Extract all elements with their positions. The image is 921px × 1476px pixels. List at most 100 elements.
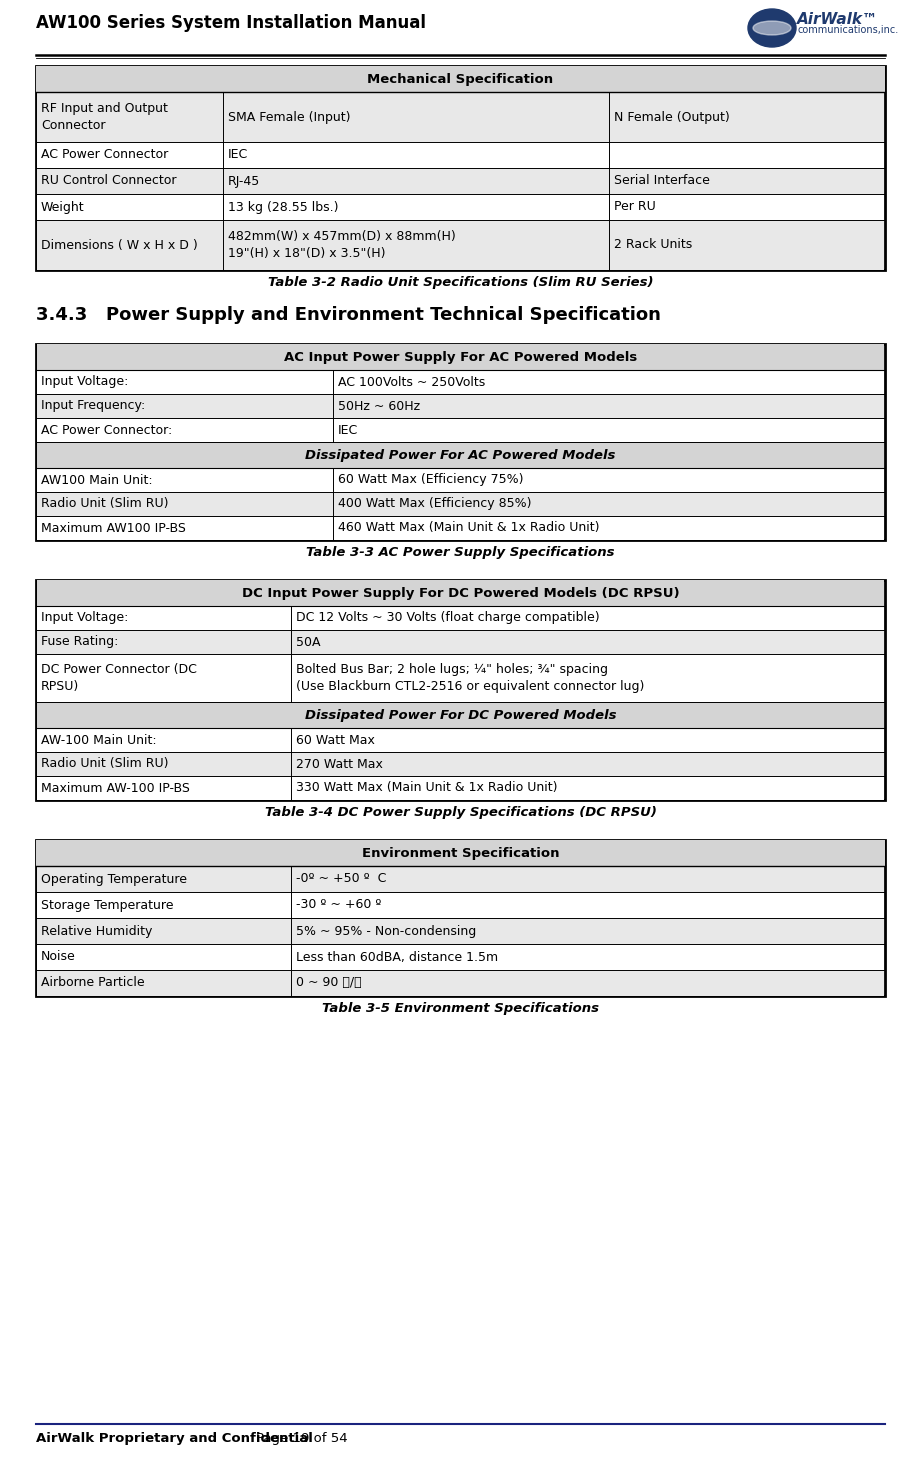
Text: DC Power Connector (DC
RPSU): DC Power Connector (DC RPSU)	[41, 663, 197, 692]
Text: Storage Temperature: Storage Temperature	[41, 899, 173, 912]
Text: DC 12 Volts ~ 30 Volts (float charge compatible): DC 12 Volts ~ 30 Volts (float charge com…	[296, 611, 600, 624]
Text: SMA Female (Input): SMA Female (Input)	[227, 111, 350, 124]
Text: 482mm(W) x 457mm(D) x 88mm(H)
19"(H) x 18"(D) x 3.5"(H): 482mm(W) x 457mm(D) x 88mm(H) 19"(H) x 1…	[227, 230, 456, 260]
Text: AC Input Power Supply For AC Powered Models: AC Input Power Supply For AC Powered Mod…	[284, 350, 637, 363]
Bar	[37, 703, 884, 728]
Bar	[37, 220, 884, 270]
Bar	[37, 517, 884, 540]
Text: Per RU: Per RU	[614, 201, 656, 214]
Text: IEC: IEC	[338, 424, 358, 437]
Text: AC 100Volts ~ 250Volts: AC 100Volts ~ 250Volts	[338, 375, 485, 388]
Bar	[37, 394, 884, 418]
Text: Airborne Particle: Airborne Particle	[41, 977, 145, 989]
Text: communications,inc.: communications,inc.	[797, 25, 898, 35]
Bar	[37, 441, 884, 468]
Bar	[36, 66, 885, 92]
Text: 50A: 50A	[296, 636, 321, 648]
Text: Operating Temperature: Operating Temperature	[41, 872, 187, 886]
Ellipse shape	[748, 9, 796, 47]
Text: AW100 Series System Installation Manual: AW100 Series System Installation Manual	[36, 13, 426, 32]
Text: 5% ~ 95% - Non-condensing: 5% ~ 95% - Non-condensing	[296, 924, 476, 937]
Text: Noise: Noise	[41, 951, 76, 964]
Bar	[37, 728, 884, 751]
Bar	[36, 344, 885, 540]
Bar	[37, 193, 884, 220]
Text: Table 3-2 Radio Unit Specifications (Slim RU Series): Table 3-2 Radio Unit Specifications (Sli…	[268, 276, 653, 289]
Text: 3.4.3   Power Supply and Environment Technical Specification: 3.4.3 Power Supply and Environment Techn…	[36, 306, 661, 325]
Bar	[37, 945, 884, 970]
Bar	[37, 168, 884, 193]
Text: Environment Specification: Environment Specification	[362, 847, 559, 859]
Bar	[37, 892, 884, 918]
Text: Bolted Bus Bar; 2 hole lugs; ¼" holes; ¾" spacing
(Use Blackburn CTL2-2516 or eq: Bolted Bus Bar; 2 hole lugs; ¼" holes; ¾…	[296, 663, 644, 692]
Text: Serial Interface: Serial Interface	[614, 174, 710, 187]
Bar	[37, 654, 884, 703]
Text: Table 3-3 AC Power Supply Specifications: Table 3-3 AC Power Supply Specifications	[307, 546, 614, 559]
Bar	[38, 582, 883, 799]
Bar	[37, 751, 884, 776]
Bar	[37, 344, 884, 370]
Text: Maximum AW-100 IP-BS: Maximum AW-100 IP-BS	[41, 781, 190, 794]
Text: Radio Unit (Slim RU): Radio Unit (Slim RU)	[41, 497, 169, 511]
Bar	[37, 418, 884, 441]
Bar	[37, 142, 884, 168]
Text: AC Power Connector: AC Power Connector	[41, 149, 169, 161]
Bar	[37, 468, 884, 492]
Text: AC Power Connector:: AC Power Connector:	[41, 424, 172, 437]
Text: Input Voltage:: Input Voltage:	[41, 611, 128, 624]
Text: -30 º ~ +60 º: -30 º ~ +60 º	[296, 899, 381, 912]
Bar	[37, 918, 884, 945]
Bar	[37, 92, 884, 142]
Text: 330 Watt Max (Main Unit & 1x Radio Unit): 330 Watt Max (Main Unit & 1x Radio Unit)	[296, 781, 557, 794]
Text: Weight: Weight	[41, 201, 85, 214]
Text: Mechanical Specification: Mechanical Specification	[367, 72, 554, 86]
Bar	[37, 776, 884, 800]
Text: 270 Watt Max: 270 Watt Max	[296, 757, 382, 770]
Text: 50Hz ~ 60Hz: 50Hz ~ 60Hz	[338, 400, 420, 412]
Text: Input Voltage:: Input Voltage:	[41, 375, 128, 388]
Text: Radio Unit (Slim RU): Radio Unit (Slim RU)	[41, 757, 169, 770]
Text: IEC: IEC	[227, 149, 248, 161]
Bar	[37, 630, 884, 654]
Text: Relative Humidity: Relative Humidity	[41, 924, 152, 937]
Bar	[37, 370, 884, 394]
Text: RF Input and Output
Connector: RF Input and Output Connector	[41, 102, 168, 131]
Text: Table 3-5 Environment Specifications: Table 3-5 Environment Specifications	[322, 1002, 599, 1015]
Bar	[38, 68, 883, 269]
Text: AW-100 Main Unit:: AW-100 Main Unit:	[41, 734, 157, 747]
Text: 400 Watt Max (Efficiency 85%): 400 Watt Max (Efficiency 85%)	[338, 497, 531, 511]
Text: 0 ~ 90 ㎍/㎥: 0 ~ 90 ㎍/㎥	[296, 977, 361, 989]
Text: 60 Watt Max (Efficiency 75%): 60 Watt Max (Efficiency 75%)	[338, 474, 524, 487]
Text: Fuse Rating:: Fuse Rating:	[41, 636, 119, 648]
Bar	[38, 345, 883, 537]
Text: 460 Watt Max (Main Unit & 1x Radio Unit): 460 Watt Max (Main Unit & 1x Radio Unit)	[338, 521, 600, 534]
Text: 60 Watt Max: 60 Watt Max	[296, 734, 375, 747]
Bar	[37, 580, 884, 607]
Text: Dissipated Power For DC Powered Models: Dissipated Power For DC Powered Models	[305, 708, 616, 722]
Bar	[36, 840, 885, 866]
Text: 2 Rack Units: 2 Rack Units	[614, 239, 693, 251]
Text: Input Frequency:: Input Frequency:	[41, 400, 146, 412]
Text: DC Input Power Supply For DC Powered Models (DC RPSU): DC Input Power Supply For DC Powered Mod…	[241, 586, 680, 599]
Bar	[38, 841, 883, 993]
Bar	[36, 66, 885, 270]
Text: RU Control Connector: RU Control Connector	[41, 174, 177, 187]
Text: 13 kg (28.55 lbs.): 13 kg (28.55 lbs.)	[227, 201, 338, 214]
Bar	[37, 970, 884, 996]
Text: N Female (Output): N Female (Output)	[614, 111, 729, 124]
Bar	[36, 840, 885, 996]
Ellipse shape	[753, 21, 791, 35]
Text: Dissipated Power For AC Powered Models: Dissipated Power For AC Powered Models	[306, 449, 615, 462]
Text: AirWalk™: AirWalk™	[797, 12, 879, 27]
Bar	[37, 866, 884, 892]
Bar	[36, 580, 885, 800]
Text: Maximum AW100 IP-BS: Maximum AW100 IP-BS	[41, 521, 186, 534]
Text: Table 3-4 DC Power Supply Specifications (DC RPSU): Table 3-4 DC Power Supply Specifications…	[264, 806, 657, 819]
Text: -0º ~ +50 º  C: -0º ~ +50 º C	[296, 872, 386, 886]
Bar	[37, 492, 884, 517]
Bar	[37, 607, 884, 630]
Text: Dimensions ( W x H x D ): Dimensions ( W x H x D )	[41, 239, 198, 251]
Text: AW100 Main Unit:: AW100 Main Unit:	[41, 474, 153, 487]
Text: Page 19 of 54: Page 19 of 54	[256, 1432, 347, 1445]
Text: Less than 60dBA, distance 1.5m: Less than 60dBA, distance 1.5m	[296, 951, 498, 964]
